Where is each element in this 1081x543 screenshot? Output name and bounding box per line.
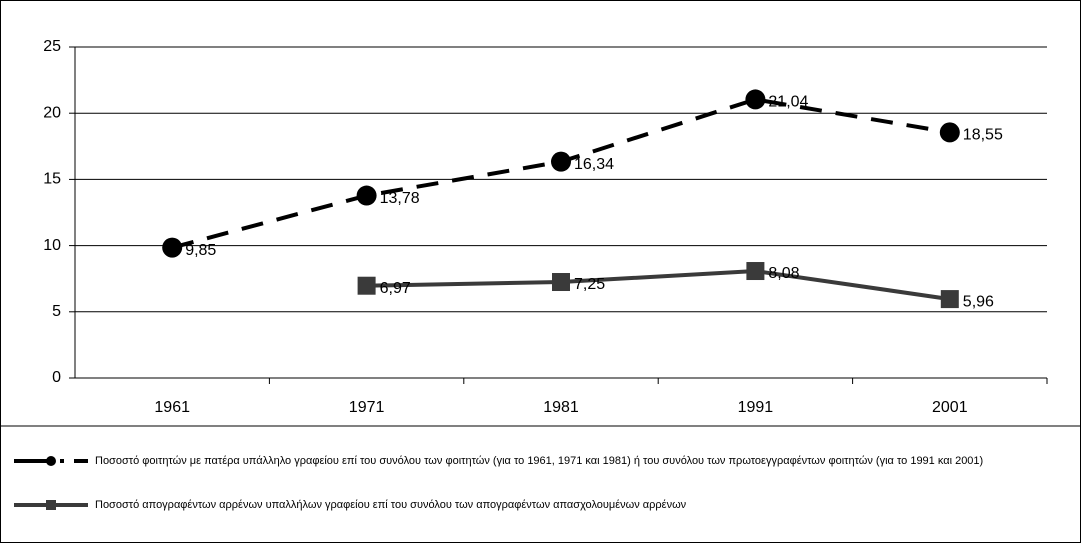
marker: [356, 185, 377, 206]
marker: [551, 151, 571, 172]
marker: [552, 273, 570, 292]
marker: [940, 290, 959, 309]
marker: [746, 262, 765, 281]
marker: [46, 500, 56, 510]
x-tick-label: 1981: [543, 399, 579, 416]
x-tick-label: 1961: [154, 399, 190, 416]
series-line: [366, 269, 951, 302]
y-tick-label: 0: [52, 369, 61, 386]
marker: [939, 122, 960, 143]
x-tick-label: 2001: [932, 399, 968, 416]
data-label: 18,55: [963, 127, 1003, 144]
marker: [357, 276, 376, 295]
data-label: 5,96: [963, 293, 994, 310]
legend-label: Ποσοστό απογραφέντων αρρένων υπαλλήλων γ…: [95, 499, 687, 511]
y-tick-label: 10: [43, 237, 61, 254]
legend-label: Ποσοστό φοιτητών με πατέρα υπάλληλο γραφ…: [95, 455, 984, 467]
data-label: 6,97: [380, 280, 411, 297]
x-tick-label: 1971: [349, 399, 385, 416]
marker: [745, 89, 766, 110]
x-tick-label: 1991: [738, 399, 774, 416]
marker: [162, 237, 183, 258]
data-label: 8,08: [768, 265, 799, 282]
data-label: 16,34: [574, 156, 614, 173]
y-tick-label: 25: [43, 38, 61, 55]
y-tick-label: 15: [43, 171, 61, 188]
y-tick-label: 20: [43, 104, 61, 121]
data-label: 13,78: [380, 190, 420, 207]
marker: [46, 456, 56, 466]
data-label: 9,85: [185, 242, 216, 259]
data-label: 21,04: [768, 94, 808, 111]
data-label: 7,25: [574, 276, 605, 293]
y-tick-label: 5: [52, 303, 61, 320]
